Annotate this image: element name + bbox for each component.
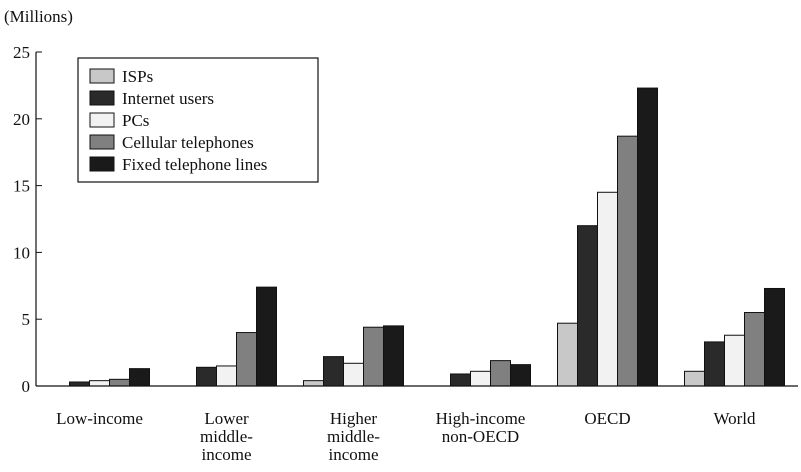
x-category-label-line: World [713,409,756,428]
x-category-label: World [713,409,756,428]
x-category-label-line: High-income [436,409,526,428]
legend-swatch [89,90,115,106]
bar-internet-users [450,373,471,387]
x-category-label: Lower middle-income [200,409,253,464]
legend-label: Internet users [122,89,214,108]
legend-swatch [89,68,115,84]
x-category-label-line: middle- [327,427,380,446]
bar-internet-users [69,381,90,387]
bar-fixed-telephone-lines [256,286,277,387]
legend-label: Cellular telephones [122,133,254,152]
y-axis-unit-label: (Millions) [4,7,73,26]
bar-pcs [216,365,237,387]
bar-fixed-telephone-lines [510,364,531,387]
bar-fixed-telephone-lines [129,368,150,387]
bar-pcs [724,334,745,387]
bars-layer [69,87,785,387]
bar-isps [557,322,578,387]
x-category-label-line: Higher [330,409,378,428]
bar-pcs [89,380,110,387]
x-category-label: Low-income [56,409,143,428]
bar-pcs [470,370,491,387]
bar-fixed-telephone-lines [637,87,658,387]
y-tick-label: 0 [22,377,31,396]
bar-internet-users [196,366,217,387]
bar-fixed-telephone-lines [764,287,785,387]
bar-pcs [343,362,364,387]
bar-internet-users [577,225,598,387]
legend-swatch [89,134,115,150]
x-category-label-line: income [328,445,378,464]
bar-cellular-telephones [363,326,384,387]
x-category-label-line: non-OECD [442,427,519,446]
y-tick-label: 15 [13,177,30,196]
legend: ISPs Internet users PCs Cellular telephones… [77,57,319,183]
bar-pcs [597,191,618,387]
bar-cellular-telephones [617,135,638,387]
bar-isps [684,370,705,387]
bar-fixed-telephone-lines [383,325,404,387]
x-category-label: OECD [584,409,630,428]
legend-swatch [89,156,115,172]
bar-cellular-telephones [109,378,130,387]
bar-cellular-telephones [744,312,765,387]
legend-label: PCs [122,111,149,130]
bar-isps [303,380,324,387]
bar-internet-users [704,341,725,387]
x-category-label-line: income [201,445,251,464]
legend-label: Fixed telephone lines [122,155,267,174]
y-tick-label: 10 [13,243,30,262]
x-category-label-line: Low-income [56,409,143,428]
legend-swatch [89,112,115,128]
x-category-label-line: OECD [584,409,630,428]
bar-cellular-telephones [236,332,257,387]
x-category-label: Higher middle-income [327,409,380,464]
x-category-label-line: Lower [204,409,249,428]
legend-label: ISPs [122,67,153,86]
bar-cellular-telephones [490,360,511,387]
y-tick-label: 20 [13,110,30,129]
y-tick-label: 5 [22,310,31,329]
bar-internet-users [323,356,344,387]
y-tick-label: 25 [13,43,30,62]
legend-box [77,57,319,183]
x-category-label-line: middle- [200,427,253,446]
x-category-label: High-income non-OECD [436,409,526,446]
